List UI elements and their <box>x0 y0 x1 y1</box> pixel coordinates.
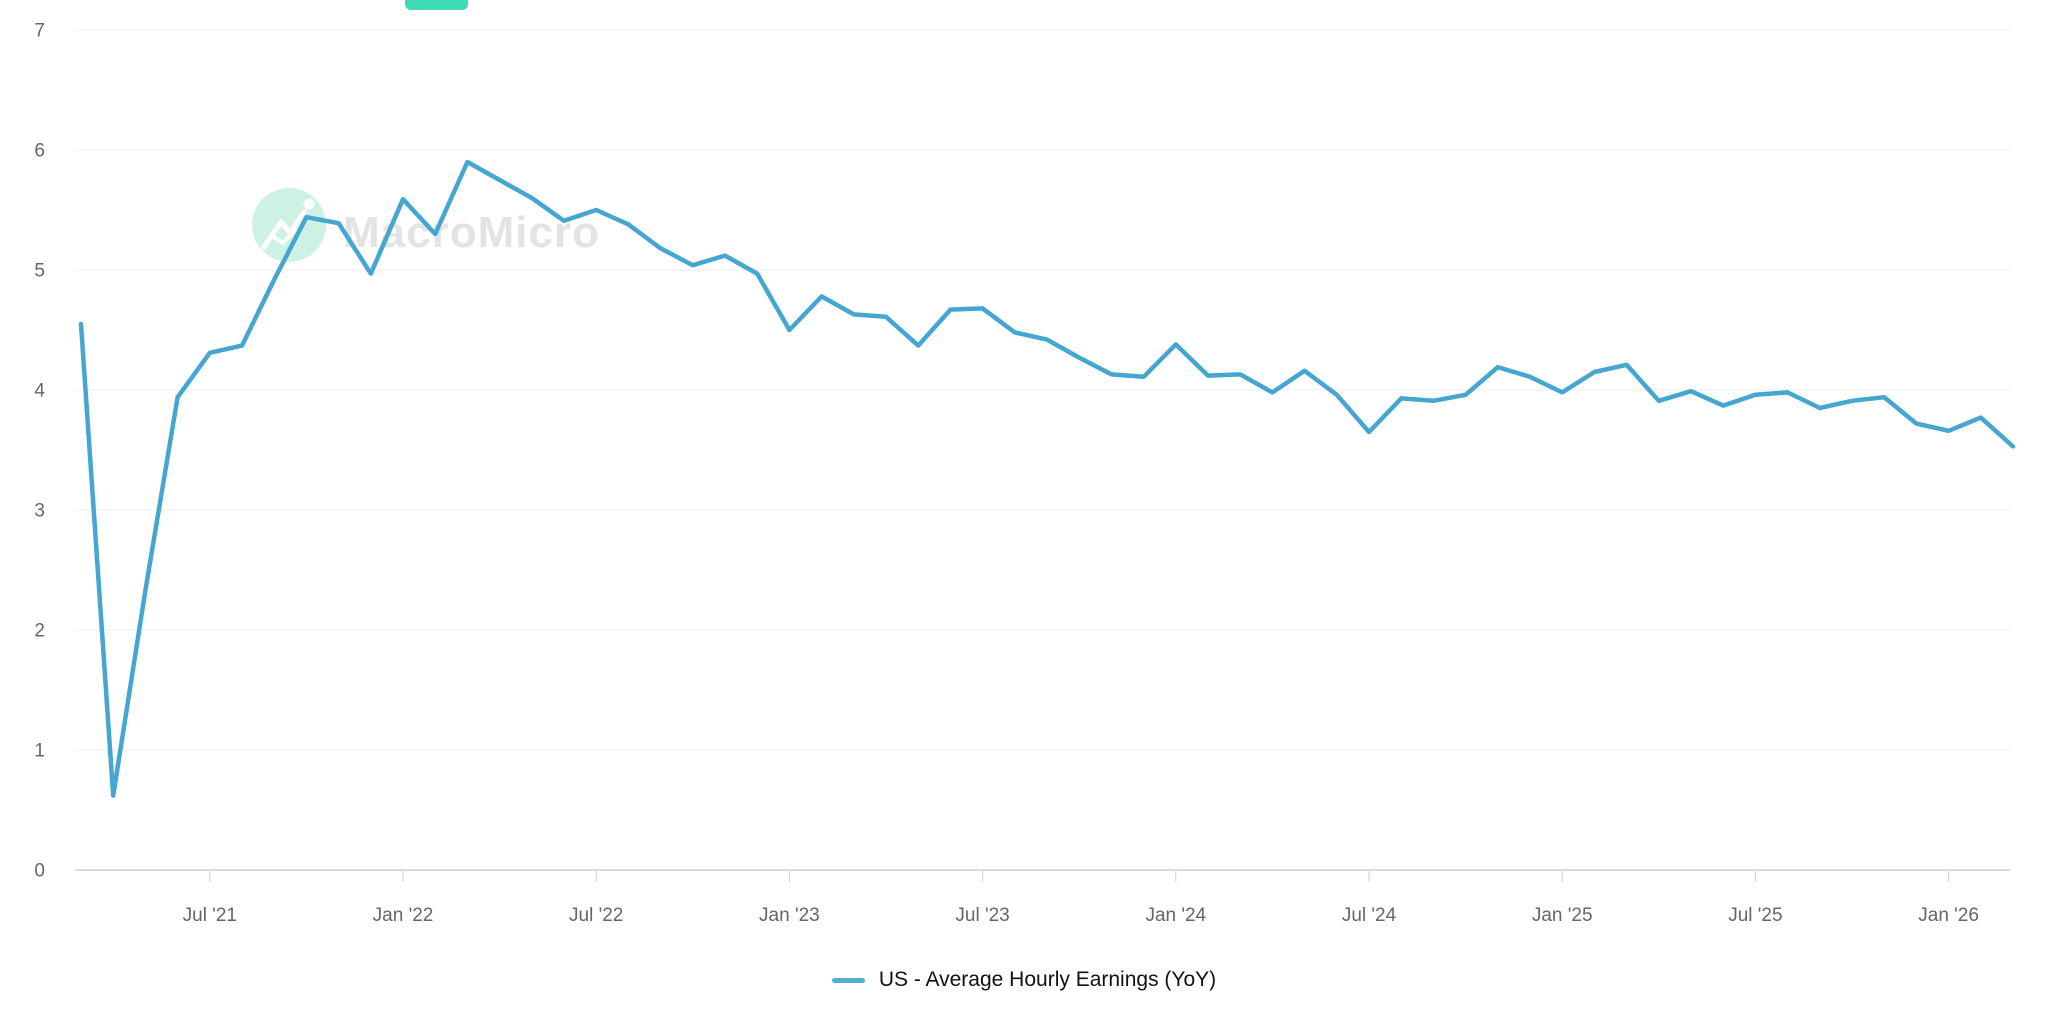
x-axis-label: Jan '25 <box>1532 905 1593 926</box>
legend-item[interactable]: US - Average Hourly Earnings (YoY) <box>0 968 2048 992</box>
x-axis-label: Jul '25 <box>1728 905 1782 926</box>
y-axis-label: 6 <box>34 141 45 162</box>
x-axis-label: Jan '24 <box>1145 905 1206 926</box>
legend-line-swatch <box>831 977 865 983</box>
watermark-mountain-icon <box>270 228 297 245</box>
y-axis-label: 1 <box>34 741 45 762</box>
x-axis-label: Jul '22 <box>569 905 623 926</box>
x-axis-label: Jul '24 <box>1342 905 1397 926</box>
y-axis-label: 0 <box>34 861 45 882</box>
y-axis-label: 7 <box>34 21 45 42</box>
series-line[interactable] <box>78 159 2016 798</box>
x-axis-label: Jan '26 <box>1918 905 1979 926</box>
y-axis-label: 3 <box>34 501 45 522</box>
top-button-fragment[interactable] <box>405 0 468 10</box>
x-axis-label: Jul '23 <box>955 905 1009 926</box>
x-axis-label: Jul '21 <box>183 905 237 926</box>
legend-label: US - Average Hourly Earnings (YoY) <box>878 968 1217 991</box>
x-axis-label: Jan '23 <box>759 905 820 926</box>
x-axis-label: Jan '22 <box>373 905 434 926</box>
y-axis-label: 2 <box>34 621 45 642</box>
y-axis-label: 4 <box>34 381 45 402</box>
watermark-sun-icon <box>303 198 315 210</box>
y-axis-label: 5 <box>34 261 45 282</box>
